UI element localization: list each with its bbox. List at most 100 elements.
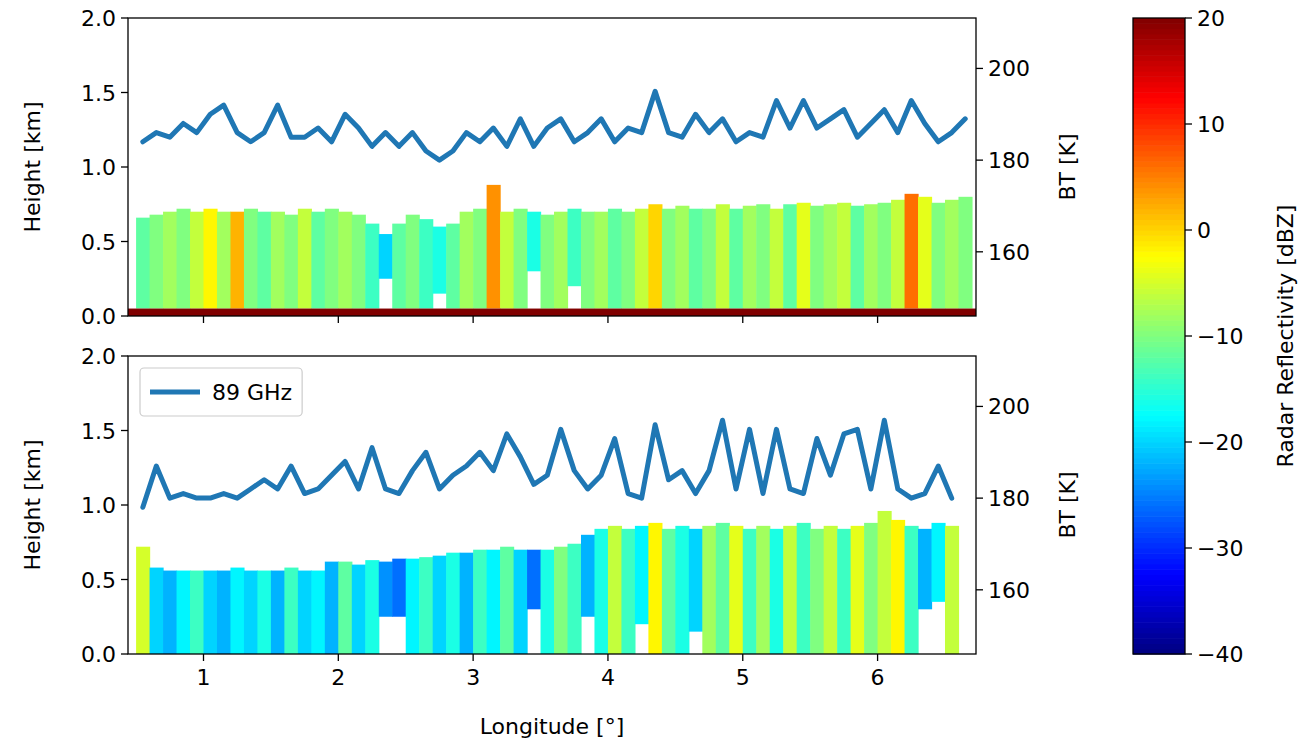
radar-column bbox=[945, 200, 959, 309]
radar-column bbox=[177, 209, 191, 309]
y-tick bbox=[121, 355, 128, 356]
radar-column bbox=[864, 523, 878, 654]
radar-column bbox=[581, 212, 595, 309]
colorbar-step bbox=[1133, 352, 1185, 358]
radar-column bbox=[514, 550, 528, 654]
radar-column bbox=[594, 212, 608, 309]
colorbar-step bbox=[1133, 580, 1185, 586]
radar-column bbox=[716, 204, 730, 308]
colorbar-step bbox=[1133, 506, 1185, 512]
radar-column bbox=[608, 209, 622, 309]
radar-column bbox=[716, 523, 730, 654]
colorbar-step bbox=[1133, 241, 1185, 247]
radar-column bbox=[257, 212, 271, 309]
x-tick-label: 1 bbox=[196, 665, 210, 690]
x-tick-label: 4 bbox=[601, 665, 615, 690]
colorbar-step bbox=[1133, 447, 1185, 453]
radar-column bbox=[473, 550, 487, 654]
colorbar-frame bbox=[1133, 18, 1185, 654]
y2-tick-label: 180 bbox=[988, 148, 1030, 173]
colorbar-tick bbox=[1185, 123, 1192, 124]
colorbar-step bbox=[1133, 347, 1185, 353]
y-tick-label: 1.0 bbox=[81, 155, 116, 180]
y-tick bbox=[121, 92, 128, 93]
radar-column bbox=[190, 212, 204, 309]
colorbar-step bbox=[1133, 559, 1185, 565]
radar-column bbox=[918, 529, 932, 609]
radar-column bbox=[433, 227, 447, 294]
colorbar-step bbox=[1133, 29, 1185, 35]
radar-column bbox=[783, 526, 797, 654]
colorbar-step bbox=[1133, 299, 1185, 305]
radar-column bbox=[230, 212, 244, 309]
radar-column bbox=[864, 204, 878, 308]
radar-column bbox=[541, 550, 555, 654]
x-tick bbox=[607, 316, 608, 323]
radar-column bbox=[392, 224, 406, 309]
radar-column bbox=[392, 559, 406, 617]
y-tick bbox=[121, 579, 128, 580]
colorbar-step bbox=[1133, 341, 1185, 347]
colorbar-step bbox=[1133, 384, 1185, 390]
radar-column bbox=[824, 526, 838, 654]
colorbar-tick bbox=[1185, 441, 1192, 442]
x-tick-label: 2 bbox=[331, 665, 345, 690]
radar-column bbox=[446, 553, 460, 654]
colorbar-step bbox=[1133, 437, 1185, 443]
colorbar-tick-label: 0 bbox=[1197, 218, 1211, 243]
colorbar-step bbox=[1133, 76, 1185, 82]
radar-column bbox=[244, 209, 258, 309]
axes-frame bbox=[128, 356, 976, 654]
radar-column bbox=[325, 209, 339, 309]
radar-column bbox=[689, 209, 703, 309]
colorbar-step bbox=[1133, 177, 1185, 183]
radar-column bbox=[325, 562, 339, 654]
y-tick-label: 0.5 bbox=[81, 568, 116, 593]
colorbar-step bbox=[1133, 103, 1185, 109]
colorbar-step bbox=[1133, 421, 1185, 427]
colorbar-step bbox=[1133, 431, 1185, 437]
colorbar: −40−30−20−1001020Radar Reflectivity [dBZ… bbox=[1133, 6, 1298, 667]
colorbar-step bbox=[1133, 331, 1185, 337]
colorbar-step bbox=[1133, 235, 1185, 241]
colorbar-step bbox=[1133, 193, 1185, 199]
colorbar-step bbox=[1133, 628, 1185, 634]
colorbar-step bbox=[1133, 527, 1185, 533]
radar-column bbox=[729, 526, 743, 654]
y2-tick-label: 200 bbox=[988, 56, 1030, 81]
colorbar-step bbox=[1133, 119, 1185, 125]
y-axis-title: Height [km] bbox=[20, 101, 45, 232]
colorbar-step bbox=[1133, 82, 1185, 88]
colorbar-step bbox=[1133, 564, 1185, 570]
y-tick bbox=[121, 241, 128, 242]
legend-label: 89 GHz bbox=[212, 380, 292, 405]
colorbar-step bbox=[1133, 278, 1185, 284]
radar-column bbox=[797, 523, 811, 654]
radar-column bbox=[500, 212, 514, 309]
radar-column bbox=[338, 562, 352, 654]
plot-area bbox=[128, 91, 976, 316]
colorbar-step bbox=[1133, 474, 1185, 480]
radar-column bbox=[527, 550, 541, 610]
colorbar-step bbox=[1133, 246, 1185, 252]
colorbar-step bbox=[1133, 161, 1185, 167]
colorbar-step bbox=[1133, 585, 1185, 591]
colorbar-step bbox=[1133, 209, 1185, 215]
colorbar-step bbox=[1133, 463, 1185, 469]
colorbar-step bbox=[1133, 267, 1185, 273]
colorbar-step bbox=[1133, 458, 1185, 464]
colorbar-step bbox=[1133, 135, 1185, 141]
colorbar-step bbox=[1133, 124, 1185, 130]
radar-column bbox=[743, 206, 757, 309]
radar-column bbox=[635, 526, 649, 624]
legend-swatch bbox=[150, 390, 200, 395]
colorbar-step bbox=[1133, 410, 1185, 416]
y-tick-label: 0.5 bbox=[81, 230, 116, 255]
surface-echo bbox=[128, 309, 976, 316]
y-tick-label: 0.0 bbox=[81, 642, 116, 667]
colorbar-tick-label: −30 bbox=[1197, 536, 1243, 561]
radar-column bbox=[298, 209, 312, 309]
radar-column bbox=[783, 204, 797, 308]
colorbar-step bbox=[1133, 522, 1185, 528]
radar-column bbox=[702, 526, 716, 654]
